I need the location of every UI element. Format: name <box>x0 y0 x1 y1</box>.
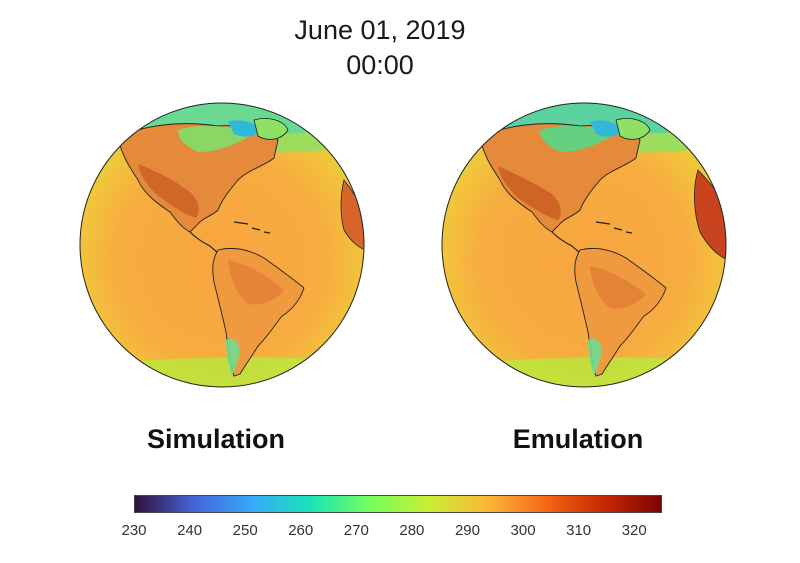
simulation-label: Simulation <box>146 424 285 454</box>
temperature-colorbar <box>134 495 662 513</box>
colorbar-tick-label: 230 <box>121 522 147 539</box>
colorbar-tick-label: 240 <box>177 522 203 539</box>
colorbar-tick-label: 260 <box>288 522 314 539</box>
colorbar-tick-label: 250 <box>232 522 258 539</box>
emulation-label: Emulation <box>512 424 644 454</box>
colorbar-tick-label: 300 <box>510 522 536 539</box>
colorbar-tick-label: 290 <box>454 522 480 539</box>
colorbar-tick-label: 280 <box>399 522 425 539</box>
north-america-landmass <box>479 123 641 233</box>
time-title: 00:00 <box>346 50 414 80</box>
north-america-landmass <box>117 123 279 233</box>
date-title: June 01, 2019 <box>294 15 466 45</box>
colorbar-tick-label: 310 <box>566 522 592 539</box>
emulation-globe <box>441 102 727 388</box>
colorbar-ticks: 230 240 250 260 270 280 290 300 310 320 <box>0 522 800 542</box>
colorbar-tick-label: 320 <box>621 522 647 539</box>
simulation-globe <box>79 102 365 388</box>
colorbar-tick-label: 270 <box>343 522 369 539</box>
